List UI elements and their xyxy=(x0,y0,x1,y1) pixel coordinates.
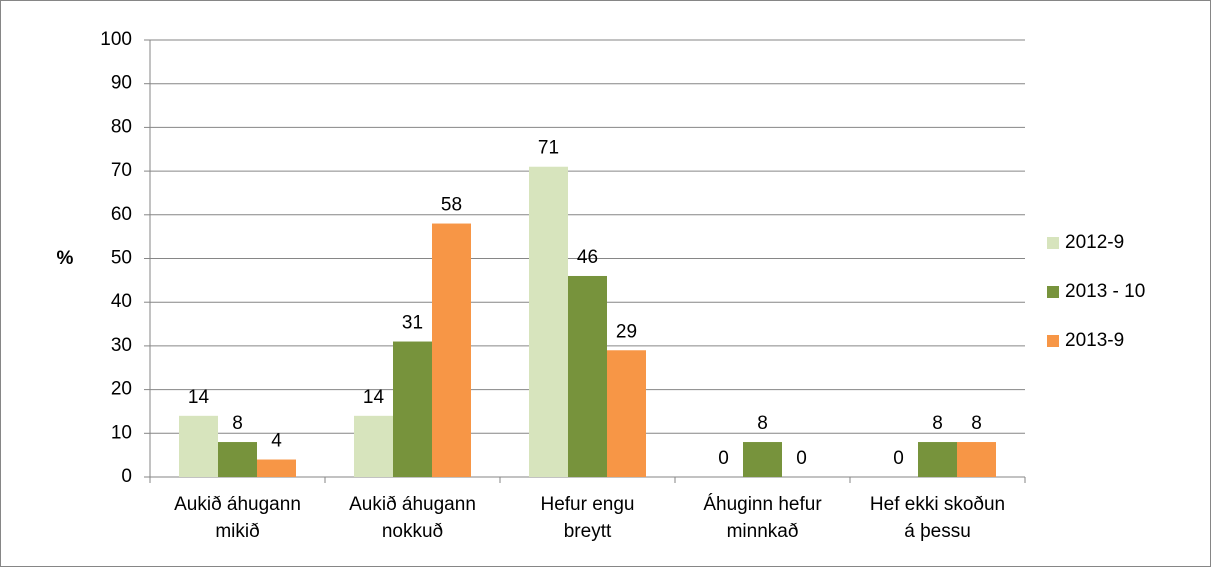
data-label: 4 xyxy=(271,431,282,452)
x-tick-label: breytt xyxy=(564,521,612,542)
legend-swatch xyxy=(1047,237,1059,249)
y-tick-label: 60 xyxy=(111,204,132,225)
data-label: 46 xyxy=(577,247,598,268)
data-label: 8 xyxy=(932,413,943,434)
legend-swatch xyxy=(1047,286,1059,298)
x-tick-label: Áhuginn hefur xyxy=(703,494,822,515)
legend-label: 2013-9 xyxy=(1065,330,1124,351)
legend-swatch xyxy=(1047,335,1059,347)
data-label: 71 xyxy=(538,138,559,159)
bar xyxy=(432,223,471,477)
bar xyxy=(257,459,296,477)
y-tick-label: 20 xyxy=(111,379,132,400)
legend-label: 2013 - 10 xyxy=(1065,281,1145,302)
y-tick-label: 40 xyxy=(111,291,132,312)
bar xyxy=(529,166,568,478)
x-tick-label: mikið xyxy=(215,521,259,542)
data-label: 8 xyxy=(971,413,982,434)
y-tick-label: 50 xyxy=(111,248,132,269)
y-tick-label: 90 xyxy=(111,73,132,94)
x-tick-label: Aukið áhugann xyxy=(174,494,301,515)
bar xyxy=(743,442,782,477)
x-tick-label: minnkað xyxy=(727,521,799,542)
bar xyxy=(393,341,432,477)
x-tick-label: Hef ekki skoðun xyxy=(870,494,1005,515)
bar xyxy=(354,415,393,477)
data-label: 8 xyxy=(232,413,243,434)
x-tick-label: Aukið áhugann xyxy=(349,494,476,515)
bar xyxy=(918,442,957,477)
y-tick-label: 70 xyxy=(111,160,132,181)
y-tick-label: 30 xyxy=(111,335,132,356)
data-label: 29 xyxy=(616,321,637,342)
data-label: 8 xyxy=(757,413,768,434)
x-tick-label: nokkuð xyxy=(382,521,443,542)
bar xyxy=(179,415,218,477)
x-tick-label: Hefur engu xyxy=(540,494,634,515)
y-axis-label: % xyxy=(57,248,74,269)
y-tick-label: 10 xyxy=(111,422,132,443)
y-tick-label: 80 xyxy=(111,116,132,137)
y-tick-label: 0 xyxy=(121,466,132,487)
y-tick-label: 100 xyxy=(100,29,132,50)
bar xyxy=(607,350,646,477)
data-label: 0 xyxy=(796,448,807,469)
data-label: 0 xyxy=(718,448,729,469)
data-label: 0 xyxy=(893,448,904,469)
legend-label: 2012-9 xyxy=(1065,232,1124,253)
data-label: 14 xyxy=(363,387,385,408)
bar xyxy=(957,442,996,477)
x-tick-label: á þessu xyxy=(904,521,971,542)
data-label: 14 xyxy=(188,387,210,408)
data-label: 58 xyxy=(441,195,462,216)
bar xyxy=(218,442,257,477)
data-label: 31 xyxy=(402,313,423,334)
bar xyxy=(568,275,607,477)
